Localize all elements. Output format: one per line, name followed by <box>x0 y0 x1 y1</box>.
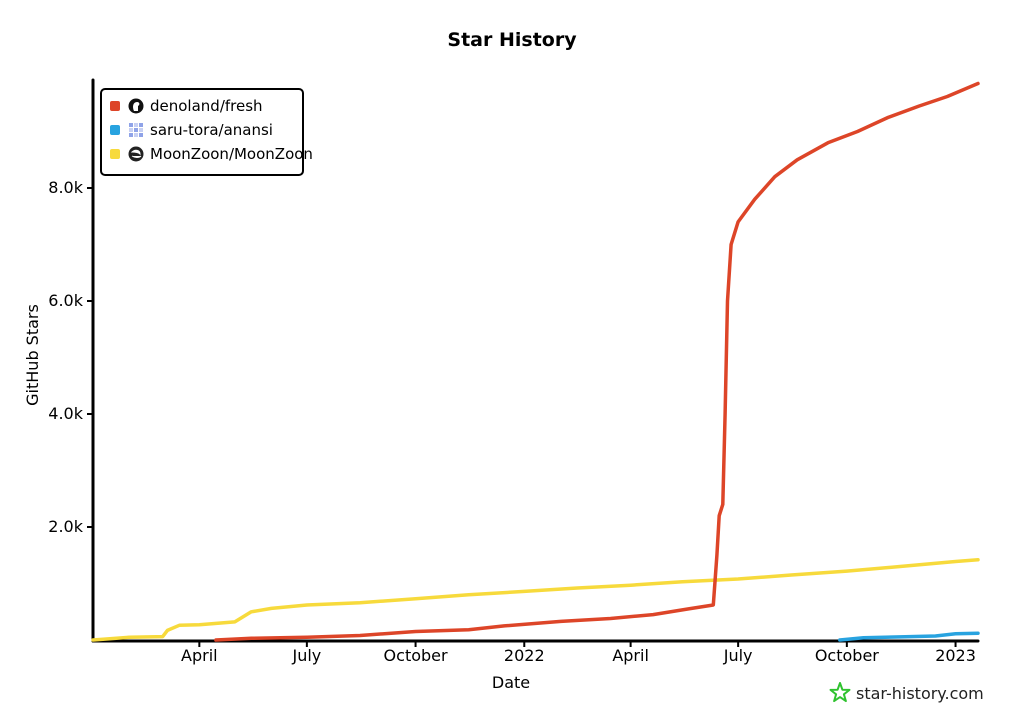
legend-label: saru-tora/anansi <box>150 121 273 139</box>
legend-label: denoland/fresh <box>150 97 263 115</box>
chart-title: Star History <box>447 29 577 51</box>
legend-swatch <box>110 101 120 111</box>
y-tick-label: 2.0k <box>48 517 83 536</box>
axes <box>91 78 980 643</box>
x-tick-label: October <box>384 646 448 665</box>
x-tick-label: 2022 <box>504 646 545 665</box>
legend-swatch <box>110 149 120 159</box>
series-line-saru-tora-anansi <box>838 631 980 642</box>
y-tick-label: 4.0k <box>48 404 83 423</box>
legend-item: saru-tora/anansi <box>110 121 273 139</box>
y-tick-label: 6.0k <box>48 291 83 310</box>
legend-label: MoonZoon/MoonZoon <box>150 145 313 163</box>
moonzoon-avatar-icon <box>128 146 144 162</box>
denoland-avatar-icon <box>128 98 144 114</box>
y-axis-ticks: 2.0k 4.0k 6.0k 8.0k <box>48 178 93 536</box>
star-history-logo-icon <box>829 682 851 703</box>
x-tick-label: April <box>181 646 218 665</box>
anansi-avatar-icon <box>129 123 143 137</box>
brand-watermark: star-history.com <box>829 682 984 703</box>
series-line-denoland-fresh <box>214 81 980 642</box>
legend-item: denoland/fresh <box>110 97 263 115</box>
series-line-moonzoon-moonzoon <box>91 558 980 642</box>
legend-item: MoonZoon/MoonZoon <box>110 145 313 163</box>
legend: denoland/fresh saru-tora/anansi MoonZoon/M… <box>100 88 313 176</box>
legend-swatch <box>110 125 120 135</box>
x-tick-label: July <box>723 646 753 665</box>
x-tick-label: 2023 <box>935 646 976 665</box>
x-axis-ticks: April July October 2022 April July October 2023 <box>181 641 976 665</box>
brand-text: star-history.com <box>856 684 984 703</box>
x-tick-label: July <box>291 646 321 665</box>
y-tick-label: 8.0k <box>48 178 83 197</box>
series-lines <box>91 81 980 642</box>
y-axis-label: GitHub Stars <box>23 304 42 406</box>
x-tick-label: October <box>815 646 879 665</box>
legend-box <box>100 88 304 176</box>
x-axis-label: Date <box>492 673 530 692</box>
x-tick-label: April <box>612 646 649 665</box>
